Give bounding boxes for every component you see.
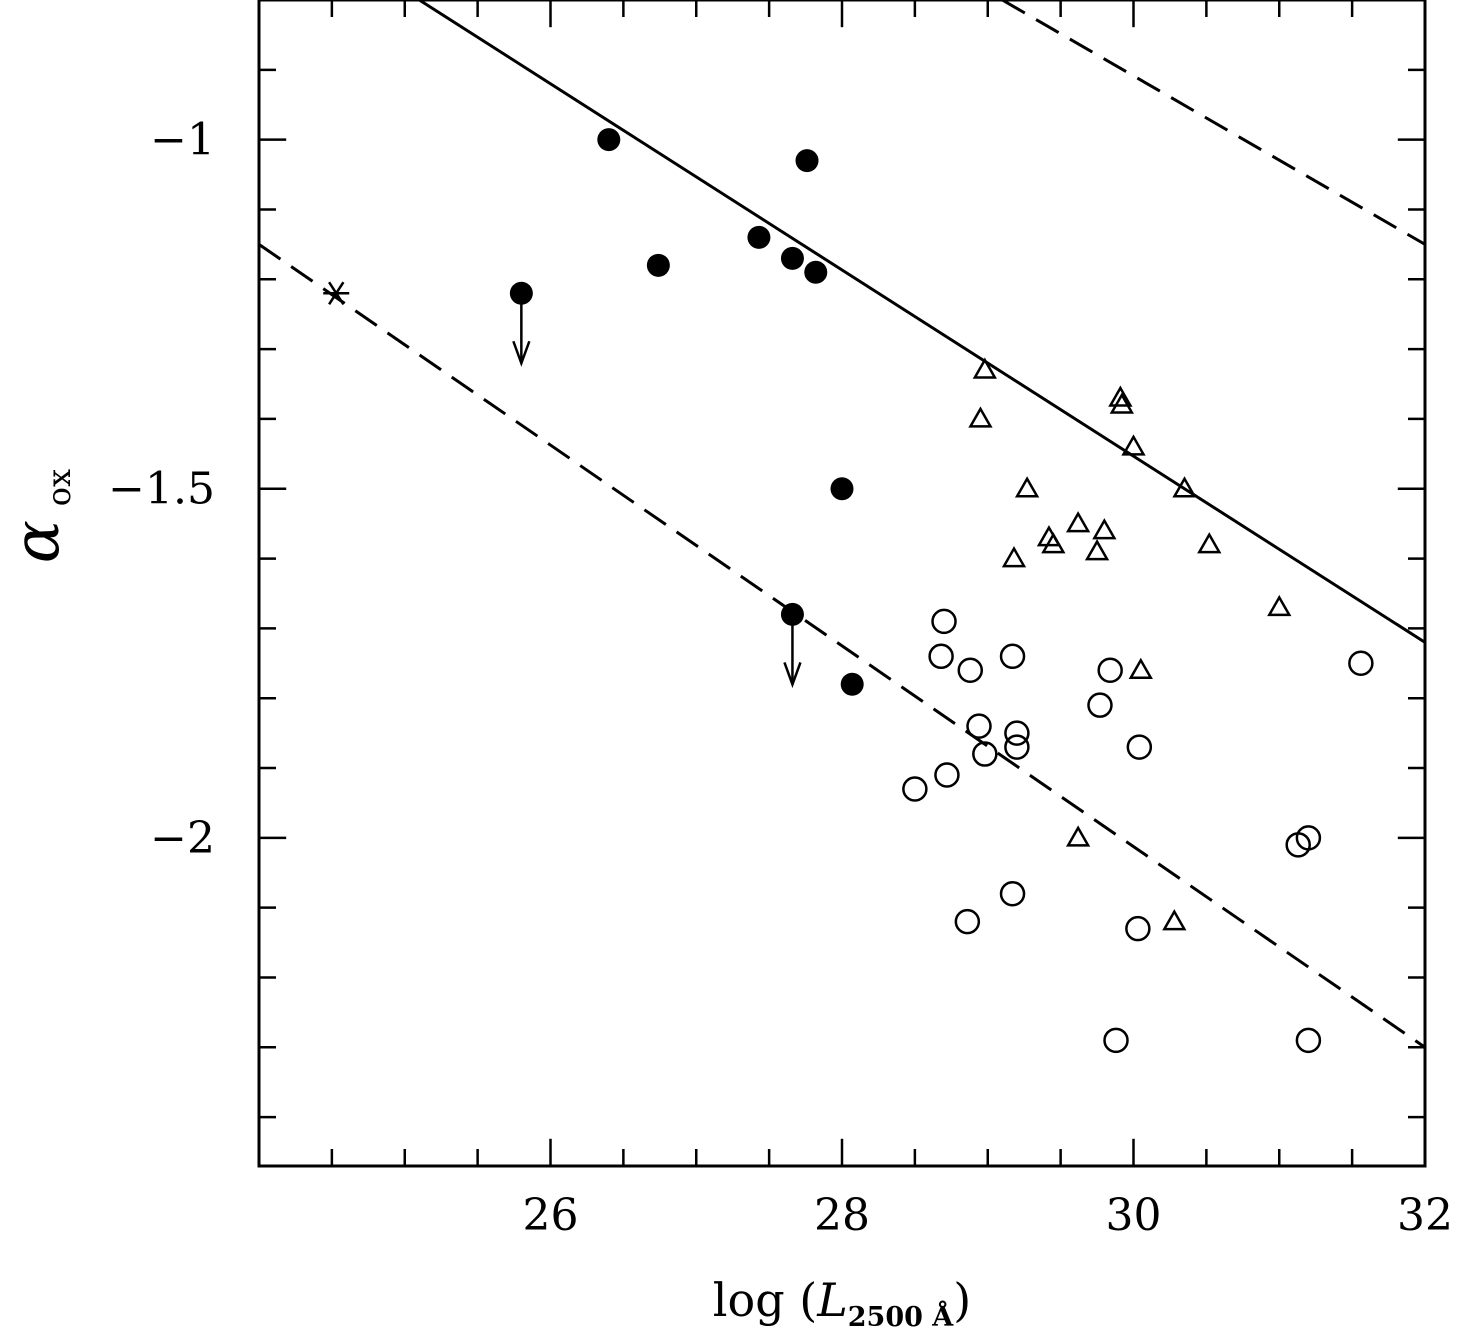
open-circles-point-5	[1348, 650, 1374, 677]
x-axis-label: log (L2500 Å)	[713, 1273, 971, 1333]
data-markers	[323, 128, 1374, 1054]
open-circles-point-3	[999, 643, 1026, 670]
triangles-point-16	[1065, 825, 1091, 847]
triangles-point-14	[1267, 594, 1292, 617]
open-circles-point-18	[1125, 915, 1151, 942]
triangles-point-12	[1197, 532, 1222, 554]
filled-circles-point-2	[747, 225, 771, 249]
triangles-point-1	[968, 406, 993, 428]
axis-ticks	[259, 0, 1425, 1166]
triangles-point-4	[1121, 434, 1146, 456]
x-tick-label-2: 30	[1106, 1190, 1162, 1241]
y-tick-label-1: −1.5	[108, 464, 215, 515]
triangles-point-11	[1084, 539, 1110, 561]
x-tick-label-1: 28	[814, 1190, 870, 1241]
x-tick-label-3: 32	[1397, 1190, 1453, 1241]
filled-circles-point-7	[830, 477, 854, 501]
upper-limits-point-0	[512, 293, 531, 367]
open-circles-point-8	[1087, 692, 1113, 718]
open-circles-point-11	[1126, 734, 1153, 760]
filled-circles-point-0	[597, 128, 621, 152]
triangles-point-2	[1108, 385, 1133, 407]
triangles-point-15	[1128, 657, 1153, 680]
open-circles-point-7	[1004, 720, 1030, 746]
open-circles-point-10	[1004, 734, 1030, 760]
open-circles-point-12	[934, 762, 960, 788]
y-axis-label: α ox	[0, 469, 78, 563]
open-circles-point-15	[1295, 825, 1322, 851]
filled-circles-point-5	[804, 260, 828, 284]
open-circles-point-19	[1103, 1027, 1129, 1054]
triangles-point-5	[1014, 476, 1040, 498]
triangles-point-7	[1065, 511, 1091, 533]
relation-lines	[259, 0, 1425, 1049]
triangles-point-9	[1041, 532, 1066, 554]
open-circles-point-0	[931, 608, 957, 635]
open-circles-point-17	[954, 908, 981, 935]
filled-circles-point-1	[795, 149, 819, 173]
tick-labels: 26 28 30 32 −1 −1.5 −2	[108, 115, 1453, 1241]
open-circles-point-9	[972, 741, 998, 767]
triangles-point-6	[1172, 476, 1197, 498]
dashed-relation-upper-line	[1001, 0, 1425, 246]
open-circles-point-6	[966, 713, 992, 739]
triangles-point-3	[1109, 392, 1134, 414]
dashed-relation-lower-line	[259, 243, 1425, 1049]
filled-circles-point-4	[780, 246, 804, 270]
y-tick-label-2: −2	[150, 813, 215, 864]
open-circles-point-2	[957, 657, 984, 684]
x-axis-label-subscript: 2500 Å	[848, 1299, 955, 1333]
triangles-point-13	[1001, 546, 1027, 568]
star-point-0	[323, 281, 350, 305]
triangles-point-17	[1162, 909, 1187, 931]
x-axis-label-suffix: )	[953, 1273, 971, 1327]
y-axis-label-subscript: ox	[40, 469, 78, 506]
y-axis-label-symbol: α	[0, 520, 74, 563]
open-circles-point-13	[902, 776, 928, 802]
filled-circles-point-3	[646, 253, 670, 277]
open-circles-point-16	[999, 880, 1026, 907]
triangles-point-0	[972, 357, 997, 379]
upper-limits-point-1	[783, 614, 802, 689]
open-circles-point-1	[928, 643, 954, 670]
plot-frame	[257, 0, 1427, 1168]
triangles-point-10	[1092, 518, 1117, 540]
open-circles-point-20	[1295, 1027, 1322, 1054]
x-axis-label-prefix: log (	[713, 1273, 817, 1327]
y-tick-label-0: −1	[150, 115, 215, 166]
open-circles-point-4	[1097, 657, 1123, 684]
x-tick-label-0: 26	[523, 1190, 579, 1241]
x-axis-label-symbol: L	[816, 1273, 848, 1327]
solid-relation-line	[418, 0, 1425, 644]
filled-circles-point-9	[840, 672, 864, 696]
